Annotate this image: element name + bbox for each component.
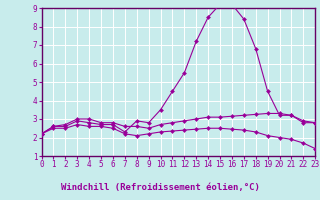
Text: Windchill (Refroidissement éolien,°C): Windchill (Refroidissement éolien,°C) [60,183,260,192]
